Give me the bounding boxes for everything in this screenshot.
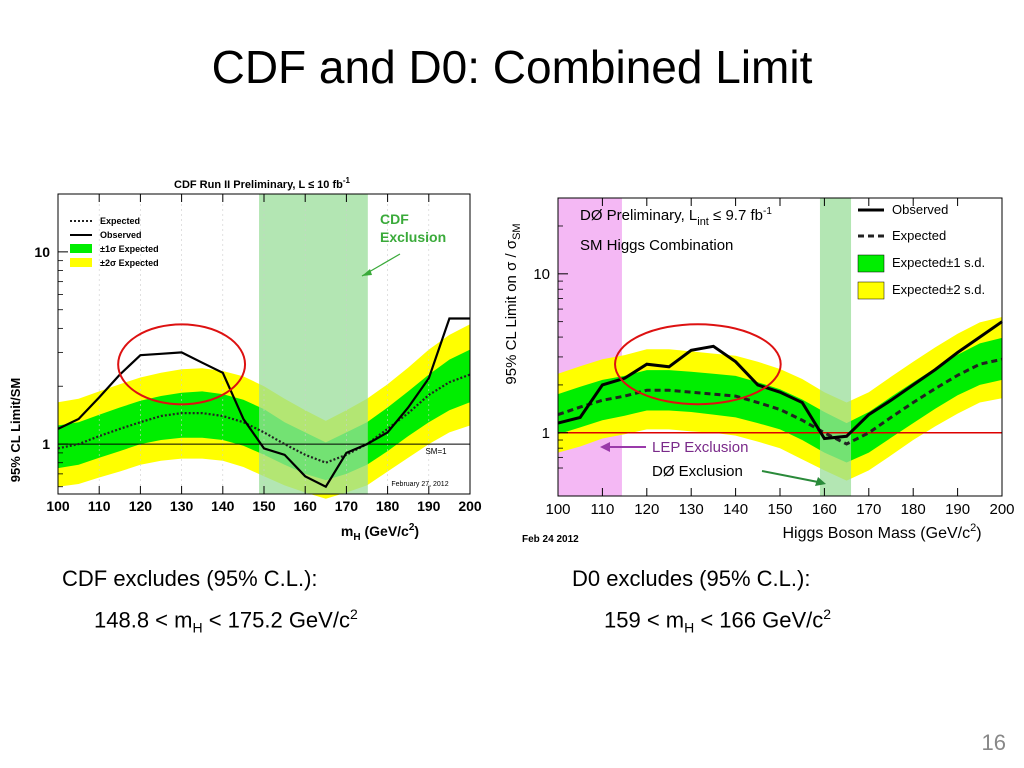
cdf-plot-area: 100 110 120 130 140 150 160 170 180 190 200110Expe… [34, 193, 482, 514]
d0-caption-range: 159 < mH < 166 GeV/c2 [604, 606, 832, 636]
legend-label: Observed [100, 230, 142, 240]
legend-label: Expected±1 s.d. [892, 255, 985, 270]
cdf-y-axis-label: 95% CL Limit/SM [8, 378, 23, 483]
x-tick-label: 110 [590, 501, 614, 518]
x-tick-label: 160 [812, 501, 837, 518]
x-tick-label: 160 [294, 498, 318, 514]
observed-line [57, 317, 470, 489]
cdf-exclusion-label: CDF [380, 211, 409, 227]
band-1sigma [558, 337, 1002, 463]
x-tick-label: 100 [545, 501, 570, 518]
legend-label: Expected [892, 228, 946, 243]
sm-label: SM=1 [425, 447, 447, 456]
x-tick-label: 130 [679, 501, 704, 518]
x-tick-label: 110 [88, 498, 111, 514]
slide-title: CDF and D0: Combined Limit [211, 41, 813, 93]
x-tick-label: 120 [634, 501, 659, 518]
d0-caption-heading: D0 excludes (95% C.L.): [572, 566, 811, 591]
x-tick-label: 170 [856, 501, 881, 518]
cdf-caption-heading: CDF excludes (95% C.L.): [62, 566, 318, 591]
d0-y-axis-label: 95% CL Limit on σ / σSM [503, 223, 523, 384]
cdf-caption-range: 148.8 < mH < 175.2 GeV/c2 [94, 606, 358, 636]
x-tick-label: 190 [945, 501, 970, 518]
lep-exclusion-arrowhead [600, 442, 610, 452]
highlight-ellipse [117, 323, 247, 406]
x-tick-label: 150 [767, 501, 792, 518]
cdf-chart: CDF Run II Preliminary, L ≤ 10 fb-1 100 1… [0, 172, 490, 550]
cdf-exclusion-arrowhead [362, 269, 372, 276]
y-tick-label: 10 [533, 266, 550, 283]
y-tick-label: 1 [42, 436, 50, 452]
legend-swatch-band [857, 254, 885, 273]
legend-label: Expected±2 s.d. [892, 282, 985, 297]
observed-line [557, 320, 1003, 441]
legend-swatch-band [70, 244, 92, 253]
exclusion-region [259, 194, 368, 494]
expected-line [57, 373, 471, 464]
d0-exclusion-arrowhead [815, 477, 826, 486]
x-tick-label: 140 [211, 498, 235, 514]
x-tick-label: 200 [989, 501, 1014, 518]
date-label: February 27, 2012 [391, 481, 448, 488]
legend-label: ±1σ Expected [100, 244, 159, 254]
x-tick-label: 190 [417, 498, 441, 514]
highlight-ellipse [614, 323, 782, 406]
legend-label: Observed [892, 202, 948, 217]
x-tick-label: 130 [170, 498, 194, 514]
y-tick-label: 10 [34, 244, 50, 260]
x-tick-label: 200 [458, 498, 482, 514]
d0-exclusion-label: DØ Exclusion [652, 463, 743, 480]
lep-exclusion-label: LEP Exclusion [652, 439, 748, 456]
cdf-x-axis-label: mH (GeV/c2) [341, 522, 419, 543]
x-tick-label: 170 [335, 498, 359, 514]
x-tick-label: 180 [901, 501, 926, 518]
legend-label: ±2σ Expected [100, 258, 159, 268]
cdf-chart-title: CDF Run II Preliminary, L ≤ 10 fb-1 [174, 176, 351, 191]
legend-swatch-band [857, 281, 885, 300]
d0-chart: 100 110 120 130 140 150 160 170 180 190 200 1 10 DØ P… [500, 190, 1024, 550]
cdf-exclusion-label: Exclusion [380, 229, 446, 245]
d0-chart-title: DØ Preliminary, Lint ≤ 9.7 fb-1 [580, 206, 772, 228]
x-tick-label: 180 [376, 498, 400, 514]
x-tick-label: 150 [252, 498, 276, 514]
exclusion-region [819, 198, 852, 496]
legend-swatch-band [70, 258, 92, 267]
y-tick-label: 1 [542, 425, 550, 442]
d0-chart-subtitle: SM Higgs Combination [580, 237, 733, 254]
d0-date-label: Feb 24 2012 [522, 534, 579, 545]
x-tick-label: 100 [46, 498, 70, 514]
legend-label: Expected [100, 216, 140, 226]
d0-exclusion-arrow [761, 470, 819, 483]
cdf-chart-svg: CDF Run II Preliminary, L ≤ 10 fb-1 100 1… [8, 176, 482, 543]
x-tick-label: 120 [129, 498, 153, 514]
d0-x-axis-label: Higgs Boson Mass (GeV/c2) [782, 522, 981, 542]
page-number: 16 [981, 730, 1006, 755]
x-tick-label: 140 [723, 501, 748, 518]
